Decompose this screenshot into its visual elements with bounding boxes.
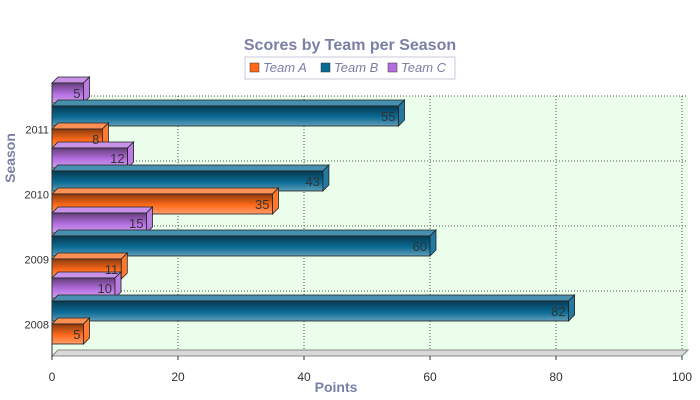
y-axis-title: Season (2, 133, 18, 183)
x-tick-label: 40 (297, 370, 311, 384)
legend-swatch (320, 62, 331, 73)
y-tick-label: 2010 (25, 190, 49, 202)
legend-label: Team A (263, 60, 307, 75)
legend-item: Team C (387, 60, 447, 75)
bar (51, 141, 135, 169)
bar (51, 164, 330, 192)
x-tick-label: 100 (672, 370, 692, 384)
bar-value-label: 55 (381, 109, 395, 124)
x-tick-label: 60 (423, 370, 437, 384)
legend-swatch (387, 62, 398, 73)
legend-label: Team B (334, 60, 379, 75)
bar-value-label: 10 (98, 281, 112, 296)
bar (51, 317, 91, 345)
x-tick-label: 20 (171, 370, 185, 384)
bar-value-label: 60 (413, 239, 427, 254)
bar (51, 294, 576, 322)
x-tick-label: 0 (49, 370, 56, 384)
bar-value-label: 15 (129, 216, 143, 231)
legend-item: Team B (320, 60, 379, 75)
y-tick-label: 2011 (25, 125, 49, 137)
bar (51, 99, 406, 127)
bar-value-label: 8 (92, 132, 99, 147)
legend-swatch (249, 62, 260, 73)
bar-value-label: 82 (551, 304, 565, 319)
y-tick-label: 2009 (25, 255, 49, 267)
bar (51, 229, 437, 257)
chart-floor (50, 349, 690, 357)
bar (51, 271, 122, 299)
legend-label: Team C (401, 60, 447, 75)
bar-value-label: 11 (105, 262, 119, 277)
bar-value-label: 5 (73, 86, 80, 101)
bar-value-label: 12 (110, 151, 124, 166)
legend: Team A Team B Team C (244, 56, 456, 80)
chart-title: Scores by Team per Season (244, 37, 456, 54)
x-axis-title: Points (315, 379, 358, 395)
legend-item: Team A (249, 60, 307, 75)
y-tick-label: 2008 (25, 320, 49, 332)
bar (51, 76, 91, 104)
bar-value-label: 5 (73, 327, 80, 342)
bar-value-label: 43 (305, 174, 319, 189)
x-tick-label: 80 (549, 370, 563, 384)
bar-value-label: 35 (255, 197, 269, 212)
bar (51, 206, 154, 234)
